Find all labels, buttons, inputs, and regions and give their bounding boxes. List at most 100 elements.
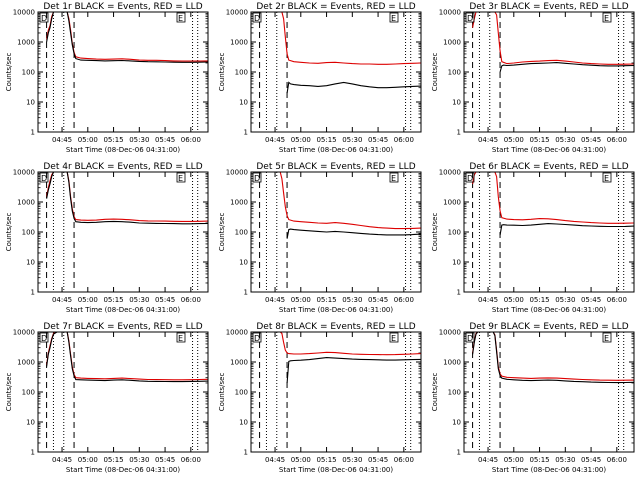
y-tick-label: 100 (235, 69, 248, 77)
corner-box-end (389, 12, 399, 23)
x-tick-label: 05:15 (529, 136, 549, 144)
lld-rate-line (46, 12, 208, 62)
x-tick-label: 05:00 (291, 136, 311, 144)
x-tick-label: 04:45 (52, 296, 72, 304)
y-tick-label: 10 (26, 99, 35, 107)
y-axis-label: Counts/sec (431, 53, 439, 92)
x-axis-label: Start Time (08-Dec-06 04:31:00) (492, 146, 606, 154)
corner-marker-start: D (467, 14, 473, 23)
x-tick-label: 05:45 (581, 296, 601, 304)
y-tick-label: 100 (22, 229, 35, 237)
x-axis-label: Start Time (08-Dec-06 04:31:00) (66, 466, 180, 474)
panel-title: Det 3r BLACK = Events, RED = LLD (469, 2, 628, 12)
y-axis-label: Counts/sec (218, 53, 226, 92)
events-rate-line (499, 223, 634, 235)
lld-rate-line (472, 172, 634, 224)
y-axis-label: Counts/sec (5, 213, 13, 252)
y-tick-label: 1 (31, 129, 35, 137)
x-tick-label: 04:45 (52, 136, 72, 144)
y-tick-label: 100 (22, 69, 35, 77)
corner-marker-start: D (41, 174, 47, 183)
lld-rate-line (46, 172, 208, 222)
x-tick-label: 04:45 (52, 456, 72, 464)
y-axis-label: Counts/sec (431, 213, 439, 252)
y-tick-label: 1 (457, 449, 461, 457)
y-tick-label: 10000 (439, 169, 461, 177)
y-tick-label: 1000 (443, 359, 461, 367)
y-tick-label: 100 (448, 229, 461, 237)
y-tick-label: 10 (26, 259, 35, 267)
x-tick-label: 05:45 (155, 136, 175, 144)
plot-frame (463, 331, 635, 453)
x-tick-label: 04:45 (478, 296, 498, 304)
x-tick-label: 05:30 (129, 296, 149, 304)
corner-box-end (602, 12, 612, 23)
x-tick-label: 05:45 (155, 296, 175, 304)
corner-box-start (465, 12, 475, 23)
panel-title: Det 6r BLACK = Events, RED = LLD (469, 162, 628, 172)
x-axis-label: Start Time (08-Dec-06 04:31:00) (66, 306, 180, 314)
x-tick-label: 05:00 (291, 296, 311, 304)
y-tick-label: 1000 (230, 199, 248, 207)
x-tick-label: 04:45 (265, 136, 285, 144)
x-tick-label: 05:30 (555, 456, 575, 464)
y-tick-label: 1 (31, 449, 35, 457)
x-tick-label: 05:15 (103, 136, 123, 144)
corner-marker-end: E (604, 174, 609, 183)
y-axis-label: Counts/sec (5, 373, 13, 412)
x-tick-label: 05:30 (342, 296, 362, 304)
x-tick-label: 04:45 (478, 456, 498, 464)
corner-box-end (176, 172, 186, 183)
corner-box-start (465, 172, 475, 183)
panel-title: Det 5r BLACK = Events, RED = LLD (256, 162, 415, 172)
detector-panel: Det 2r BLACK = Events, RED = LLD Counts/s… (218, 2, 422, 154)
corner-marker-end: E (604, 14, 609, 23)
y-tick-label: 100 (448, 389, 461, 397)
corner-marker-start: D (467, 334, 473, 343)
x-tick-label: 05:00 (78, 456, 98, 464)
x-tick-label: 06:00 (181, 136, 201, 144)
y-tick-label: 1 (457, 129, 461, 137)
x-tick-label: 06:00 (394, 456, 414, 464)
panel-title: Det 4r BLACK = Events, RED = LLD (43, 162, 202, 172)
plot-frame (250, 171, 422, 293)
y-tick-label: 1000 (443, 199, 461, 207)
events-rate-line (46, 12, 208, 63)
x-axis-label: Start Time (08-Dec-06 04:31:00) (279, 146, 393, 154)
events-rate-line (286, 357, 421, 384)
panel-title: Det 1r BLACK = Events, RED = LLD (43, 2, 202, 12)
corner-marker-end: E (391, 334, 396, 343)
corner-marker-end: E (391, 174, 396, 183)
panel-title: Det 8r BLACK = Events, RED = LLD (256, 322, 415, 332)
x-tick-label: 05:15 (316, 456, 336, 464)
detector-panel: Det 3r BLACK = Events, RED = LLD Counts/s… (431, 2, 635, 154)
x-axis-label: Start Time (08-Dec-06 04:31:00) (492, 466, 606, 474)
y-tick-label: 10000 (13, 329, 35, 337)
corner-box-end (176, 332, 186, 343)
x-tick-label: 05:45 (581, 456, 601, 464)
detector-panel: Det 4r BLACK = Events, RED = LLD Counts/s… (5, 162, 209, 314)
x-tick-label: 04:45 (478, 136, 498, 144)
y-tick-label: 10 (26, 419, 35, 427)
y-tick-label: 1000 (17, 199, 35, 207)
y-tick-label: 1 (244, 129, 248, 137)
y-axis-label: Counts/sec (218, 213, 226, 252)
x-axis-label: Start Time (08-Dec-06 04:31:00) (492, 306, 606, 314)
y-tick-label: 1000 (230, 39, 248, 47)
plot-frame (463, 11, 635, 133)
x-axis-label: Start Time (08-Dec-06 04:31:00) (279, 306, 393, 314)
corner-box-start (39, 12, 49, 23)
y-tick-label: 10 (452, 259, 461, 267)
y-axis-label: Counts/sec (431, 373, 439, 412)
x-tick-label: 06:00 (181, 456, 201, 464)
detector-panel: Det 1r BLACK = Events, RED = LLD Counts/s… (5, 2, 209, 154)
corner-marker-start: D (467, 174, 473, 183)
x-tick-label: 05:45 (368, 296, 388, 304)
y-tick-label: 100 (235, 389, 248, 397)
x-tick-label: 05:15 (529, 456, 549, 464)
y-tick-label: 1 (244, 289, 248, 297)
x-axis-label: Start Time (08-Dec-06 04:31:00) (66, 146, 180, 154)
y-tick-label: 100 (22, 389, 35, 397)
plot-frame (37, 11, 209, 133)
y-tick-label: 1 (244, 449, 248, 457)
